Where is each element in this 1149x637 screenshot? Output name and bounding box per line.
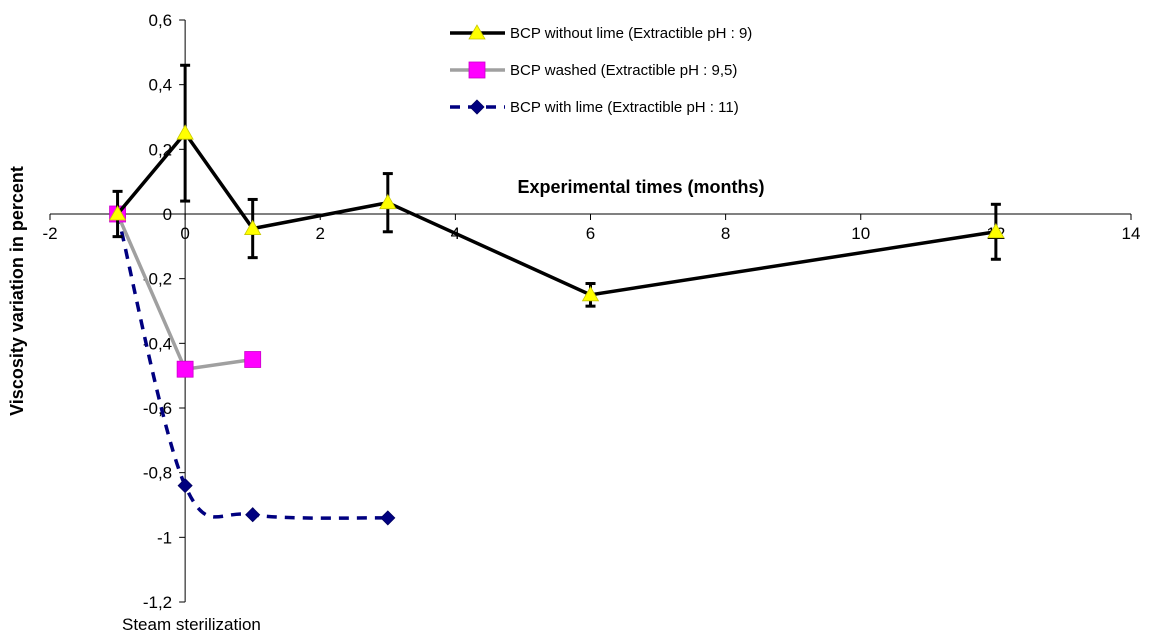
x-tick-label: -2	[42, 224, 57, 243]
y-tick-label: -1	[157, 528, 172, 547]
y-tick-label: 0,2	[148, 140, 172, 159]
legend-label: BCP with lime (Extractible pH : 11)	[510, 99, 739, 116]
y-tick-label: -1,2	[143, 593, 172, 612]
series-1-point	[987, 222, 1005, 239]
series-1-point	[108, 205, 127, 221]
legend-swatch-marker	[468, 24, 486, 40]
series-3-point	[380, 510, 396, 526]
legend-swatch-marker	[469, 99, 485, 115]
legend-label: BCP washed (Extractible pH : 9,5)	[510, 62, 737, 79]
series-layer	[108, 63, 1005, 526]
legend-entry-1: BCP without lime (Extractible pH : 9)	[450, 24, 752, 42]
x-tick-label: 2	[316, 224, 325, 243]
legend-swatch-marker	[468, 61, 486, 79]
y-tick-label: -0,8	[143, 464, 172, 483]
series-1-point	[581, 286, 600, 302]
series-3-line	[115, 213, 388, 520]
y-axis-title: Viscosity variation in percent	[7, 166, 27, 416]
legend-entry-2: BCP washed (Extractible pH : 9,5)	[450, 61, 737, 79]
series-1-point	[379, 193, 397, 210]
x-tick-label: 6	[586, 224, 595, 243]
x-tick-label: 0	[180, 224, 189, 243]
x-tick-label: 8	[721, 224, 730, 243]
series-3-point	[245, 507, 261, 523]
x-tick-label: 10	[851, 224, 870, 243]
series-2-point	[244, 351, 262, 368]
steam-sterilization-annotation: Steam sterilization	[122, 615, 261, 634]
plot-area	[108, 63, 1005, 526]
y-tick-label: -0,6	[143, 399, 172, 418]
y-tick-label: 0,6	[148, 11, 172, 30]
x-tick-label: 14	[1122, 224, 1141, 243]
y-tick-label: 0	[163, 205, 172, 224]
axes: -202468101214 0,60,40,20-0,2-0,4-0,6-0,8…	[42, 11, 1140, 612]
legend-label: BCP without lime (Extractible pH : 9)	[510, 25, 752, 42]
series-1	[108, 63, 1005, 308]
y-tick-label: 0,4	[148, 76, 172, 95]
legend-entry-3: BCP with lime (Extractible pH : 11)	[450, 99, 739, 116]
y-axis-ticks: 0,6 0,4 0,2 0 -0,2 -0,4 -0,6 -0,8 -1 -1,2	[143, 11, 186, 612]
series-3-point	[177, 478, 193, 494]
x-axis-ticks: -202468101214	[42, 214, 1140, 243]
y-tick-label: -0,2	[143, 270, 172, 289]
series-1-point	[243, 219, 262, 235]
legend: BCP without lime (Extractible pH : 9) BCP…	[450, 24, 752, 116]
series-2-point	[176, 360, 194, 378]
series-1-point	[176, 124, 194, 140]
x-axis-title: Experimental times (months)	[517, 177, 764, 197]
series-1-line	[116, 130, 997, 297]
y-tick-label: -0,4	[143, 334, 172, 353]
